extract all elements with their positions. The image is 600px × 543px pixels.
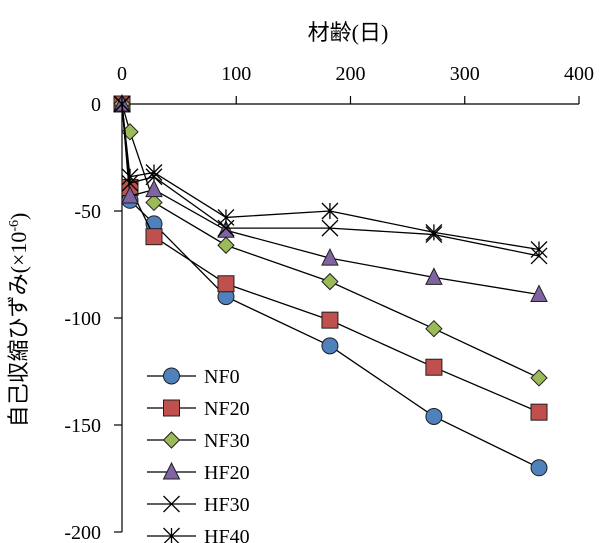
data-point-marker	[530, 403, 548, 421]
data-point-marker	[425, 407, 443, 425]
x-tick-label: 0	[117, 63, 127, 85]
series-layer	[113, 93, 548, 477]
legend-item-nf0: NF0	[147, 366, 240, 388]
legend-label: HF40	[204, 526, 250, 543]
data-point-marker	[425, 267, 443, 285]
data-point-marker	[121, 168, 139, 186]
y-axis-title-close: )	[6, 213, 31, 220]
data-point-marker	[321, 219, 339, 237]
legend-item-hf20: HF20	[147, 461, 250, 484]
data-point-marker	[145, 179, 163, 198]
y-tick-label: -150	[64, 415, 101, 437]
data-point-marker	[162, 431, 181, 449]
data-point-marker	[321, 247, 339, 266]
data-point-marker	[162, 461, 181, 480]
data-point-marker	[145, 164, 163, 181]
data-point-marker	[217, 220, 235, 238]
x-tick-label: 300	[450, 63, 480, 85]
data-point-marker	[321, 337, 339, 355]
y-axis-title: 自己収縮ひずみ(×10-6)	[6, 213, 31, 428]
data-point-marker	[163, 495, 180, 513]
data-point-marker	[163, 399, 180, 417]
y-tick-label: -200	[64, 522, 101, 543]
legend-item-hf30: HF30	[147, 494, 250, 516]
x-tick-label: 400	[564, 63, 594, 85]
series-hf40	[113, 95, 548, 258]
legend-item-nf20: NF20	[147, 398, 250, 420]
legend-label: HF20	[204, 462, 250, 484]
legend-item-hf40: HF40	[147, 526, 250, 543]
data-point-marker	[530, 241, 548, 258]
data-point-marker	[163, 527, 180, 543]
data-point-marker	[163, 367, 180, 385]
data-point-marker	[217, 236, 235, 254]
data-point-marker	[425, 358, 443, 376]
y-tick-label: -100	[64, 308, 101, 330]
data-point-marker	[217, 275, 235, 293]
data-point-marker	[425, 223, 443, 241]
series-line	[121, 103, 540, 379]
legend-label: HF30	[204, 494, 250, 516]
data-point-marker	[145, 193, 163, 212]
data-point-marker	[530, 284, 548, 302]
data-point-marker	[121, 185, 139, 204]
y-axis-title-superscript: -6	[7, 220, 22, 232]
legend-item-nf30: NF30	[147, 430, 250, 452]
legend-label: NF30	[204, 430, 250, 452]
data-point-marker	[321, 272, 339, 291]
series-hf20	[113, 93, 548, 302]
data-point-marker	[425, 319, 443, 338]
legend-label: NF20	[204, 398, 250, 420]
data-point-marker	[321, 202, 339, 220]
data-point-marker	[145, 228, 163, 246]
legend-label: NF0	[204, 366, 240, 388]
y-axis-title-main: 自己収縮ひずみ(×10	[6, 232, 31, 428]
axes: 0 100 200 300 400 0 -50 -100 -150 -200	[64, 63, 594, 543]
x-tick-label: 100	[221, 63, 251, 85]
x-tick-label: 200	[336, 63, 366, 85]
legend: NF0 NF20 NF30 HF20 HF30 HF40	[147, 366, 250, 543]
series-line	[121, 103, 540, 257]
y-tick-label: 0	[91, 94, 101, 116]
y-tick-label: -50	[74, 201, 101, 223]
data-point-marker	[530, 459, 548, 477]
data-point-marker	[530, 369, 548, 387]
x-axis-title: 材齢(日)	[308, 20, 389, 45]
data-point-marker	[321, 311, 339, 329]
data-point-marker	[217, 208, 235, 226]
series-hf30	[113, 95, 548, 265]
data-point-marker	[113, 95, 131, 113]
